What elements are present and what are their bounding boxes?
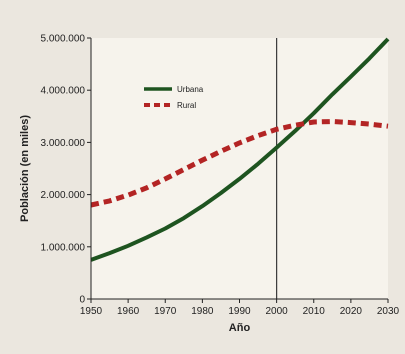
series-lines — [90, 37, 390, 262]
legend-label-rural: Rural — [177, 101, 196, 110]
x-axis-title: Año — [229, 322, 251, 334]
plot-area — [91, 38, 388, 299]
y-tick-label: 5.000.000 — [41, 34, 86, 45]
y-tick-label: 2.000.000 — [41, 190, 86, 201]
legend: Urbana Rural — [144, 85, 204, 110]
y-axis-title: Población (en miles) — [19, 115, 31, 222]
series-line-rural — [90, 119, 389, 208]
y-tick-label: 3.000.000 — [41, 138, 86, 149]
x-tick-label: 1980 — [191, 306, 214, 317]
y-tick-label: 0 — [79, 295, 85, 306]
plot-background — [91, 38, 388, 299]
y-tick-label: 1.000.000 — [41, 242, 86, 253]
x-tick-label: 1960 — [117, 306, 140, 317]
axes: 0 1.000.000 2.000.000 3.000.000 4.000.000 5.0… — [19, 34, 400, 335]
x-tick-label: 2000 — [266, 306, 289, 317]
x-tick-label: 1950 — [80, 306, 103, 317]
x-tick-label: 2020 — [340, 306, 363, 317]
x-tick-label: 1990 — [228, 306, 251, 317]
x-tick-label: 1970 — [154, 306, 177, 317]
x-tick-label: 2010 — [303, 306, 326, 317]
series-line-urbana — [90, 37, 390, 262]
x-tick-label: 2030 — [377, 306, 400, 317]
legend-label-urbana: Urbana — [177, 85, 204, 94]
y-tick-label: 4.000.000 — [41, 86, 86, 97]
